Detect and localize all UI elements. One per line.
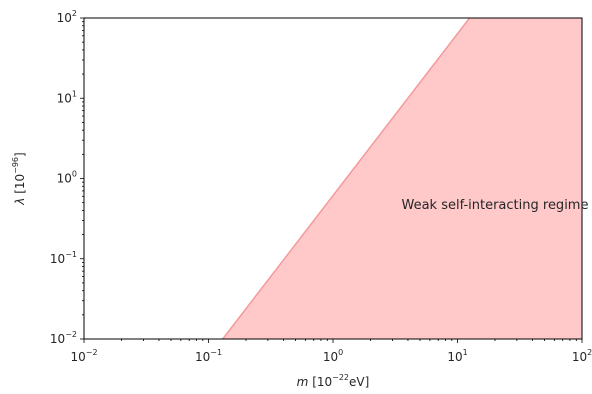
x-tick-label: 10−1 [195, 348, 222, 364]
x-axis-ticks: 10−2 10−1 100 101 102 [70, 339, 592, 364]
x-tick-label: 10−2 [70, 348, 97, 364]
plot-area [82, 17, 583, 341]
annotation-label: Weak self-interacting regime [401, 198, 588, 213]
x-tick-label: 101 [447, 348, 467, 364]
shaded-region [222, 18, 582, 339]
y-tick-label: 10−2 [50, 330, 77, 346]
y-axis-label: λ [10−96] [11, 152, 27, 205]
y-axis-ticks: 10−2 10−1 100 101 102 [50, 9, 84, 346]
y-tick-label: 10−1 [50, 250, 77, 266]
x-tick-label: 100 [323, 348, 343, 364]
y-tick-label: 101 [57, 89, 77, 105]
x-tick-label: 102 [572, 348, 592, 364]
y-tick-label: 102 [57, 9, 77, 25]
boundary-line [222, 17, 471, 340]
y-tick-label: 100 [57, 170, 77, 186]
x-axis-label: m [10−22eV] [297, 373, 370, 389]
